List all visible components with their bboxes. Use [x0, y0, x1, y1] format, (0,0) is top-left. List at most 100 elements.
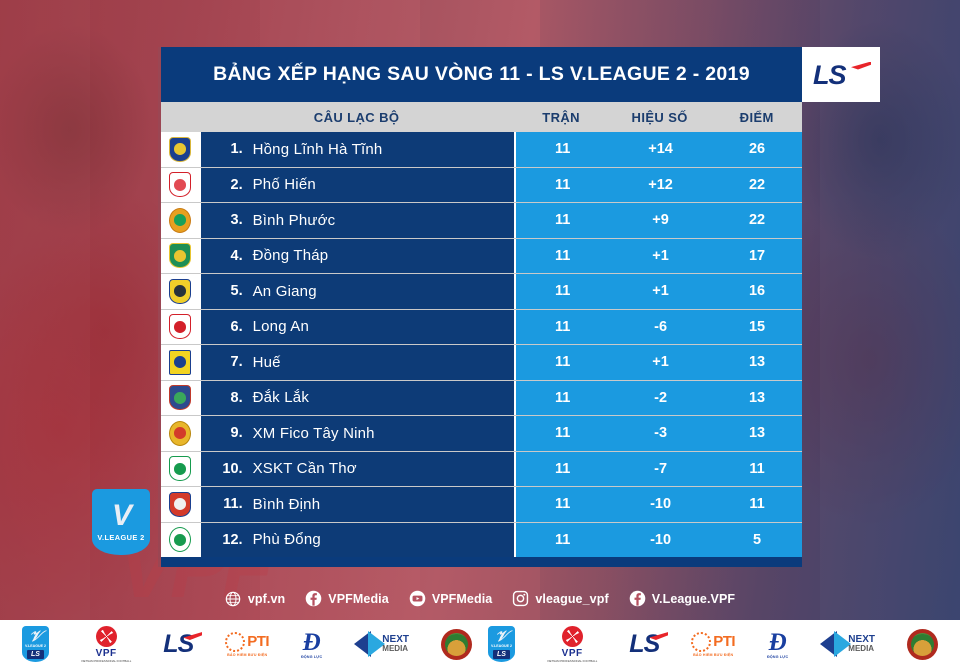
sponsor-logo-item: [906, 625, 938, 663]
goal-difference: +1: [609, 274, 712, 309]
table-row[interactable]: 4. Đồng Tháp 11 +1 17: [161, 237, 803, 273]
club-cell: 7. Huế: [198, 345, 517, 380]
points: 13: [712, 345, 803, 380]
vleague-ls-badge: LS: [493, 649, 510, 659]
points: 5: [712, 522, 803, 557]
column-header-club: CÂU LẠC BỘ: [313, 109, 400, 125]
vpf-sponsor-logo: VPF VIETNAM PROFESSIONAL FOOTBALL: [547, 625, 598, 663]
points: 11: [712, 487, 803, 522]
media-label: MEDIA: [382, 644, 409, 653]
pti-sponsor-sub: BẢO HIỂM BƯU ĐIỆN: [693, 652, 734, 657]
social-link-v-league-vpf[interactable]: V.League.VPF: [629, 590, 735, 607]
social-link-vpf-vn[interactable]: vpf.vn: [225, 590, 285, 607]
vleague2-side-logo: V V.LEAGUE 2: [92, 489, 150, 555]
club-cell: 3. Bình Phước: [198, 203, 517, 238]
seal-inner: [910, 632, 934, 656]
sponsor-logo-item: PTI BẢO HIỂM BƯU ĐIỆN: [225, 625, 270, 663]
club-crest-cell: [161, 238, 199, 273]
club-name: Đồng Tháp: [252, 247, 329, 265]
hue-crest: [168, 349, 191, 375]
points: 13: [712, 380, 803, 415]
rank-number: 1.: [230, 141, 243, 158]
table-row[interactable]: 11. Bình Định 11 -10 11: [161, 486, 803, 522]
goal-difference: -10: [609, 522, 712, 557]
vleague2-sponsor-logo: 𝒱 V.LEAGUE 2 LS: [488, 626, 515, 662]
points: 17: [712, 238, 803, 273]
next-media-sponsor-logo: NEXT MEDIA: [354, 631, 409, 657]
next-media-text: NEXT MEDIA: [382, 635, 409, 654]
vpf-sponsor-label: VPF: [561, 647, 583, 659]
club-cell: 4. Đồng Tháp: [198, 238, 517, 273]
table-row[interactable]: 5. An Giang 11 +1 16: [161, 273, 803, 309]
goal-difference: +14: [609, 132, 712, 167]
standings-rows: 1. Hồng Lĩnh Hà Tĩnh 11 +14 26 2. Phố Hiến 11 +1…: [158, 132, 803, 557]
games-played: 11: [516, 238, 610, 273]
table-bottom-strip: [158, 557, 802, 567]
vpf-sponsor-sub: VIETNAM PROFESSIONAL FOOTBALL: [547, 658, 598, 663]
rank-number: 10.: [222, 460, 243, 477]
ls-sponsor-logo-footer: LS: [163, 631, 203, 657]
goal-difference: +1: [609, 345, 712, 380]
next-arrow-icon: [368, 631, 386, 657]
column-header-goal-diff: HIỆU SỐ: [631, 109, 688, 125]
club-crest-cell: [161, 451, 199, 486]
pti-sponsor-label: PTI: [713, 633, 736, 650]
sponsor-logo-item: VPF VIETNAM PROFESSIONAL FOOTBALL: [547, 625, 597, 663]
pti-sponsor-label: PTI: [247, 633, 270, 650]
sponsor-logo-item: Ð ĐỘNG LỰC: [301, 625, 322, 663]
games-played: 11: [516, 487, 610, 522]
vpf-ball-icon: [95, 625, 117, 647]
dong-luc-sponsor-logo: Ð ĐỘNG LỰC: [767, 630, 788, 659]
title-bar: BẢNG XẾP HẠNG SAU VÒNG 11 - LS V.LEAGUE …: [158, 47, 802, 102]
pti-sponsor-logo: PTI BẢO HIỂM BƯU ĐIỆN: [225, 631, 270, 657]
ls-sponsor-logo-footer: LS: [629, 631, 669, 657]
dong-luc-sponsor-logo: Ð ĐỘNG LỰC: [301, 630, 322, 659]
next-media-sponsor-logo: NEXT MEDIA: [820, 631, 875, 657]
games-played: 11: [516, 416, 610, 451]
club-crest-cell: [161, 167, 199, 202]
vleague-swirl-icon: V: [111, 499, 132, 532]
club-crest-cell: [161, 345, 199, 380]
sponsor-logo-item: Ð ĐỘNG LỰC: [767, 625, 788, 663]
pti-mark: PTI: [225, 631, 270, 652]
club-crest-cell: [161, 274, 199, 309]
vleague-ls-badge: LS: [27, 649, 44, 659]
table-row[interactable]: 8. Đắk Lắk 11 -2 13: [161, 379, 803, 415]
dong-luc-sponsor-sub: ĐỘNG LỰC: [767, 654, 789, 659]
vleague-swirl-icon: 𝒱: [495, 627, 508, 645]
table-row[interactable]: 3. Bình Phước 11 +9 22: [161, 202, 803, 238]
an-giang-crest: [168, 278, 191, 304]
rank-number: 4.: [230, 247, 243, 264]
table-row[interactable]: 10. XSKT Cần Thơ 11 -7 11: [161, 450, 803, 486]
sponsor-logo-item: [440, 625, 472, 663]
games-played: 11: [516, 380, 610, 415]
seal-inner: [444, 632, 468, 656]
social-link-vpfmedia[interactable]: VPFMedia: [409, 590, 493, 607]
goal-difference: -2: [609, 380, 712, 415]
social-link-vleague-vpf[interactable]: vleague_vpf: [512, 590, 609, 607]
youtube-icon: [409, 590, 426, 607]
social-link-vpfmedia[interactable]: VPFMedia: [305, 590, 389, 607]
club-crest-cell: [161, 309, 199, 344]
facebook-icon: [305, 590, 322, 607]
social-label: VPFMedia: [431, 591, 493, 606]
column-header-games: TRẬN: [542, 109, 580, 125]
provincial-seal-logo: [906, 628, 938, 660]
table-row[interactable]: 6. Long An 11 -6 15: [161, 308, 803, 344]
crest-inner: [173, 285, 186, 298]
table-row[interactable]: 1. Hồng Lĩnh Hà Tĩnh 11 +14 26: [161, 132, 803, 167]
table-row[interactable]: 12. Phù Đổng 11 -10 5: [161, 521, 803, 557]
games-played: 11: [516, 345, 610, 380]
table-row[interactable]: 9. XM Fico Tây Ninh 11 -3 13: [161, 415, 803, 451]
rank-number: 11.: [223, 496, 243, 513]
globe-icon: [225, 590, 242, 607]
rank-number: 6.: [230, 318, 243, 335]
goal-difference: -3: [609, 416, 712, 451]
table-row[interactable]: 2. Phố Hiến 11 +12 22: [161, 166, 803, 202]
vpf-sponsor-sub: VIETNAM PROFESSIONAL FOOTBALL: [81, 658, 132, 663]
ls-logo-text: LS: [813, 59, 847, 90]
crest-inner: [173, 462, 186, 475]
table-row[interactable]: 7. Huế 11 +1 13: [161, 344, 803, 380]
ls-logo-mark: LS: [813, 59, 871, 90]
club-crest-cell: [161, 522, 199, 557]
